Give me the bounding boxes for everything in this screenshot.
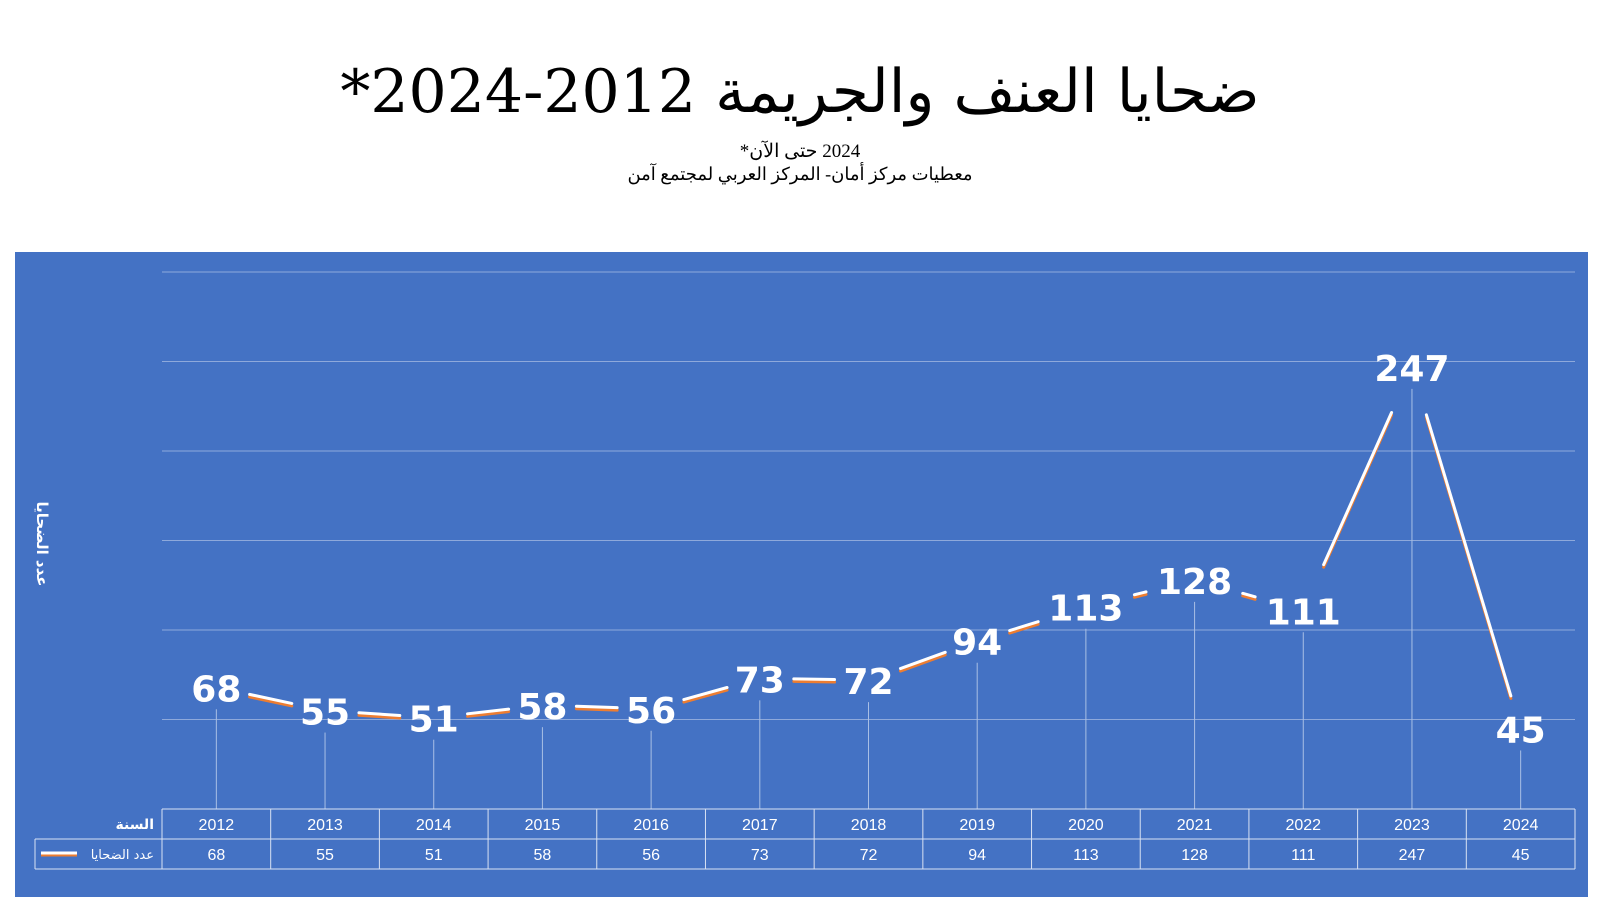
- x-tick-label: 2012: [199, 817, 235, 834]
- x-tick-label: 2022: [1285, 817, 1321, 834]
- x-tick-label: 2013: [307, 817, 343, 834]
- data-label: 45: [1496, 710, 1546, 751]
- x-tick-label: 2015: [525, 817, 561, 834]
- subtitle-source: معطيات مركز أمان- المركز العربي لمجتمع آ…: [627, 164, 973, 184]
- chart-panel: 68 55 51 58 56 73 72 94 113 128 111 247 45 عدد الضحاي…: [15, 252, 1588, 897]
- series-line: [1424, 413, 1513, 698]
- table-value: 58: [534, 847, 552, 864]
- data-label: 111: [1266, 592, 1341, 633]
- table-value: 51: [425, 847, 443, 864]
- data-label: 55: [300, 693, 350, 734]
- data-label: 113: [1048, 589, 1123, 630]
- table-value: 72: [860, 847, 878, 864]
- data-label: 73: [735, 660, 785, 701]
- x-tick-label: 2014: [416, 817, 452, 834]
- page-title: ضحايا العنف والجريمة 2012-2024*: [340, 57, 1260, 127]
- x-tick-label: 2017: [742, 817, 778, 834]
- series-line-shadow: [898, 653, 947, 673]
- series-line: [792, 677, 837, 682]
- series-line: [466, 707, 511, 716]
- data-label: 128: [1157, 562, 1232, 603]
- series-line: [682, 685, 729, 702]
- line-chart: 68 55 51 58 56 73 72 94 113 128 111 247 45 عدد الضحاي…: [33, 271, 1576, 870]
- table-value: 94: [968, 847, 986, 864]
- table-header-values: عدد الضحايا: [91, 848, 154, 863]
- series-line: [248, 692, 294, 705]
- series-line: [1008, 620, 1040, 633]
- data-label: 58: [517, 687, 567, 728]
- data-label: 51: [409, 700, 459, 741]
- table-value: 56: [642, 847, 660, 864]
- x-tick-label: 2016: [633, 817, 669, 834]
- series-line-shadow: [574, 707, 619, 712]
- table-value: 55: [316, 847, 334, 864]
- series-line-shadow: [1008, 622, 1040, 635]
- table-value: 45: [1512, 847, 1530, 864]
- table-header-year: السنة: [115, 817, 154, 833]
- series-line-shadow: [357, 713, 402, 720]
- series-line-shadow: [1241, 594, 1257, 601]
- table-value: 247: [1399, 847, 1426, 864]
- y-axis-title: عدد الضحايا: [33, 501, 51, 586]
- data-label: 56: [626, 691, 676, 732]
- x-tick-label: 2018: [851, 817, 887, 834]
- x-tick-label: 2023: [1394, 817, 1430, 834]
- x-tick-label: 2019: [959, 817, 995, 834]
- table-value: 73: [751, 847, 769, 864]
- subtitle-note: 2024 حتى الآن*: [739, 141, 861, 162]
- x-tick-label: 2020: [1068, 817, 1104, 834]
- series-line: [357, 711, 402, 717]
- x-tick-label: 2024: [1503, 817, 1539, 834]
- table-value: 128: [1181, 847, 1208, 864]
- series-line: [898, 650, 947, 671]
- data-label: 94: [952, 623, 1002, 664]
- table-value: 113: [1073, 847, 1099, 864]
- series-line-shadow: [1132, 592, 1148, 599]
- data-label: 68: [191, 669, 241, 710]
- data-label: 72: [843, 662, 893, 703]
- table-value: 111: [1291, 847, 1315, 864]
- series-line-shadow: [682, 688, 729, 704]
- series-line: [1241, 591, 1257, 599]
- table-value: 68: [207, 847, 225, 864]
- series-line-shadow: [792, 679, 837, 684]
- data-label: 247: [1374, 349, 1449, 390]
- series-line-shadow: [248, 695, 294, 708]
- series-line: [1322, 411, 1394, 567]
- series-line: [1132, 590, 1148, 597]
- series-line: [574, 704, 619, 710]
- series-line-shadow: [466, 710, 511, 718]
- x-tick-label: 2021: [1177, 817, 1213, 834]
